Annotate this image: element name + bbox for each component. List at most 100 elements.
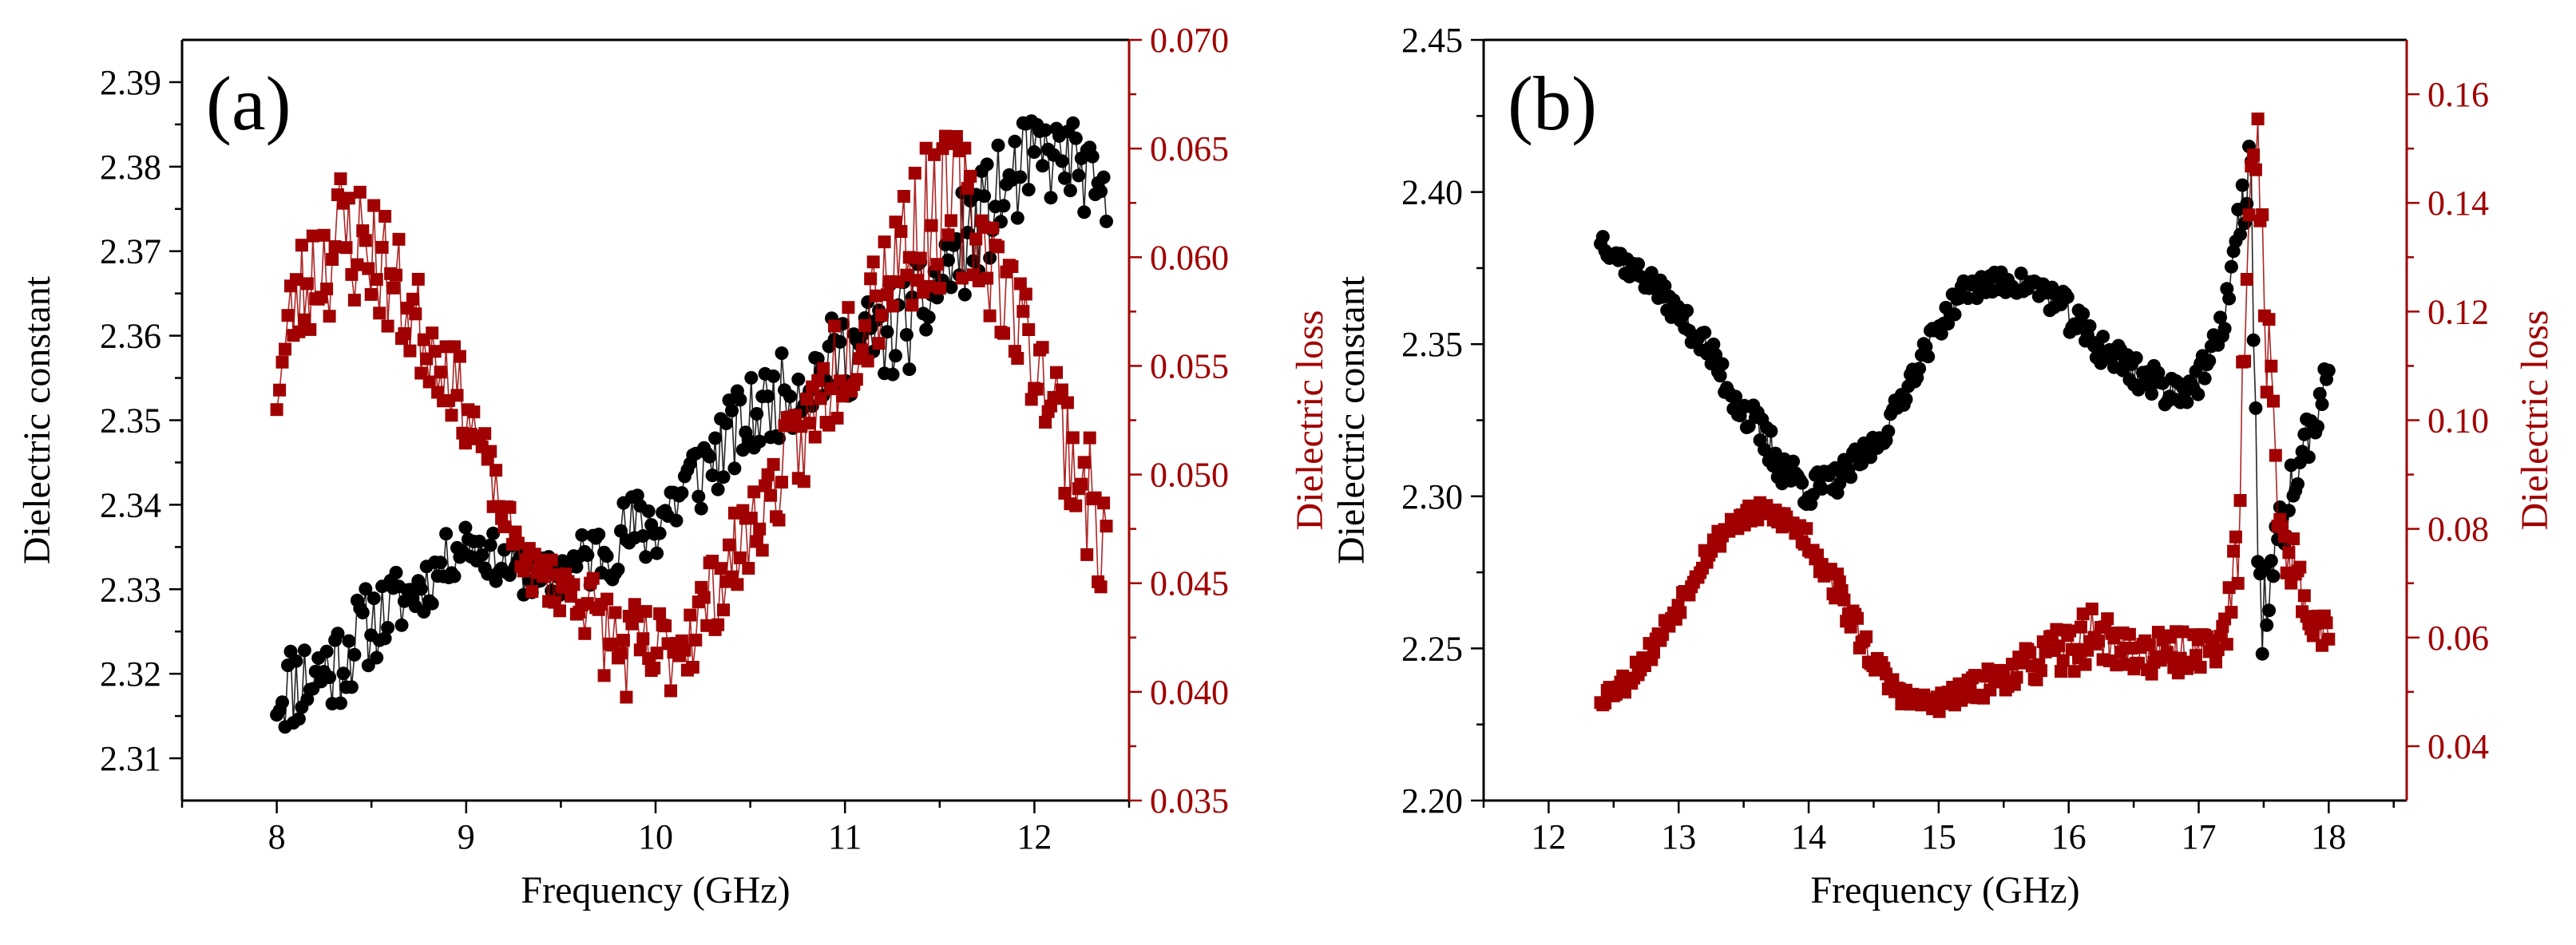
data-point — [872, 337, 886, 350]
y2-tick-label: 0.060 — [1150, 238, 1229, 277]
data-point — [503, 500, 517, 514]
y2-tick-label: 0.050 — [1150, 456, 1229, 495]
data-point — [289, 654, 303, 668]
data-point — [639, 605, 652, 619]
data-point — [2265, 359, 2278, 373]
data-point — [367, 199, 381, 212]
data-point — [886, 299, 899, 313]
data-point — [447, 569, 462, 583]
y-tick-label: 2.20 — [1401, 781, 1463, 820]
data-point — [1631, 257, 1646, 271]
data-point — [2190, 649, 2202, 662]
series-connector-line — [1599, 146, 2330, 654]
data-point — [2085, 603, 2098, 615]
series-dielectric-loss — [270, 129, 1113, 704]
data-point — [298, 313, 311, 326]
data-point — [1714, 540, 1727, 553]
data-point — [723, 538, 735, 552]
data-point — [489, 464, 503, 477]
data-point — [2063, 624, 2077, 638]
data-point — [2096, 330, 2110, 344]
data-point — [1658, 279, 1672, 293]
data-point — [2246, 333, 2261, 347]
data-point — [1038, 123, 1052, 137]
data-point — [1934, 326, 1948, 341]
data-point — [1948, 307, 1962, 322]
data-point — [2282, 546, 2296, 559]
data-point — [2092, 635, 2106, 648]
data-point — [478, 427, 492, 441]
data-point — [275, 695, 289, 710]
data-point — [611, 563, 625, 576]
x-tick-label: 18 — [2311, 817, 2346, 856]
y-tick-label: 2.34 — [100, 485, 161, 524]
data-point — [1100, 520, 1113, 533]
data-point — [1030, 382, 1044, 396]
y2-tick-label: 0.04 — [2427, 727, 2489, 766]
data-point — [2267, 394, 2280, 408]
data-point — [2194, 661, 2207, 674]
data-point — [828, 319, 841, 333]
data-point — [878, 235, 891, 249]
data-point — [616, 634, 630, 647]
data-point — [270, 403, 283, 417]
data-point — [2235, 178, 2249, 192]
data-point — [977, 189, 992, 204]
data-point — [759, 479, 772, 492]
data-point — [941, 253, 955, 267]
data-point — [569, 559, 584, 574]
data-point — [486, 526, 501, 540]
data-point — [1058, 487, 1072, 500]
data-point — [1833, 476, 1847, 491]
data-point — [2256, 208, 2269, 221]
data-point — [2076, 306, 2091, 321]
data-point — [2320, 616, 2333, 630]
panel-label: (b) — [1508, 61, 1597, 146]
data-point — [1044, 191, 1058, 205]
data-point — [328, 240, 342, 253]
data-point — [381, 621, 395, 635]
data-point — [2260, 618, 2274, 632]
data-point — [1021, 183, 1036, 197]
data-point — [2220, 638, 2233, 651]
data-point — [1096, 170, 1111, 184]
data-point — [445, 409, 458, 422]
data-point — [695, 580, 708, 594]
data-point — [390, 268, 402, 282]
data-point — [467, 405, 481, 419]
data-point — [2035, 664, 2047, 678]
data-point — [755, 544, 769, 557]
data-point — [334, 172, 347, 185]
data-point — [273, 383, 287, 397]
y2-tick-label: 0.035 — [1150, 781, 1229, 820]
y-tick-label: 2.35 — [1401, 325, 1463, 364]
data-point — [684, 608, 697, 622]
data-point — [300, 277, 314, 291]
data-point — [830, 411, 844, 425]
y-tick-label: 2.45 — [1401, 21, 1463, 60]
data-point — [875, 309, 889, 322]
data-point — [886, 367, 900, 382]
data-point — [367, 591, 381, 606]
data-point — [484, 445, 497, 458]
data-point — [811, 374, 825, 387]
data-point — [913, 251, 927, 265]
data-point — [764, 488, 778, 502]
y-tick-label: 2.31 — [100, 739, 161, 778]
y-tick-label: 2.33 — [100, 570, 161, 609]
data-point — [370, 273, 383, 287]
data-point — [2217, 322, 2232, 336]
data-point — [2067, 665, 2081, 678]
data-point — [1094, 580, 1108, 594]
data-point — [1758, 442, 1772, 457]
x-tick-label: 15 — [1921, 817, 1956, 856]
data-point — [850, 373, 863, 386]
data-point — [2202, 354, 2217, 368]
data-point — [1017, 305, 1030, 318]
data-point — [900, 268, 913, 282]
data-point — [1844, 470, 1858, 484]
data-point — [2233, 227, 2247, 242]
data-point — [597, 669, 611, 682]
data-point — [292, 325, 306, 338]
